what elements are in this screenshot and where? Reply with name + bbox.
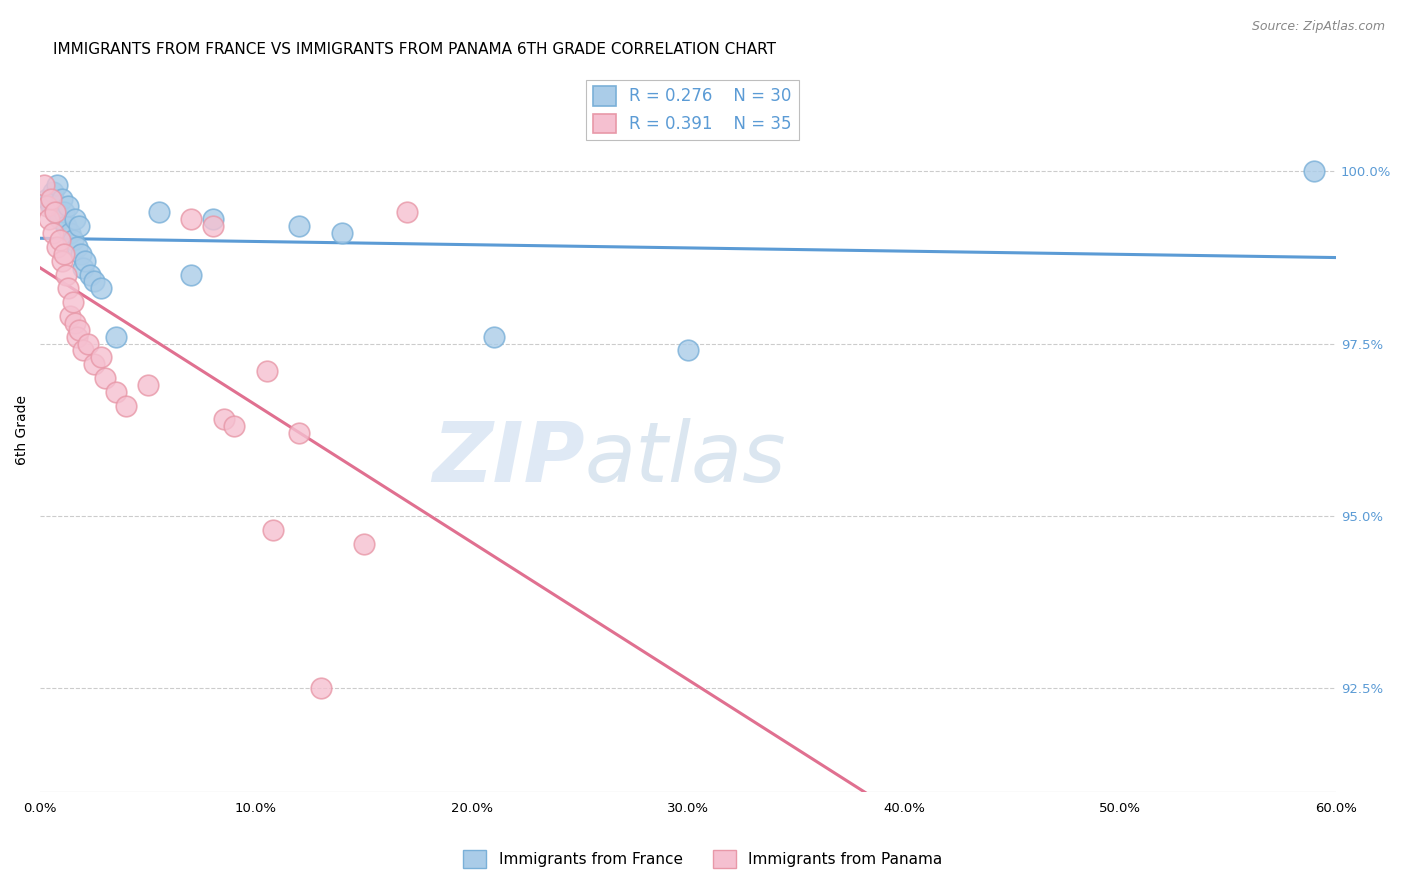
- Point: [66, 329, 89, 343]
- Point: [288, 219, 311, 234]
- Point: [288, 426, 311, 441]
- Point: [67, 219, 90, 234]
- Point: [59, 226, 82, 240]
- Point: [90, 281, 112, 295]
- Point: [90, 351, 112, 365]
- Point: [39, 192, 62, 206]
- Point: [63, 316, 86, 330]
- Point: [224, 419, 246, 434]
- Point: [35, 198, 58, 212]
- Point: [34, 178, 56, 192]
- Text: IMMIGRANTS FROM FRANCE VS IMMIGRANTS FROM PANAMA 6TH GRADE CORRELATION CHART: IMMIGRANTS FROM FRANCE VS IMMIGRANTS FRO…: [53, 42, 776, 57]
- Point: [115, 399, 138, 413]
- Point: [44, 205, 66, 219]
- Point: [55, 219, 77, 234]
- Point: [76, 336, 98, 351]
- Point: [51, 253, 73, 268]
- Point: [83, 357, 105, 371]
- Point: [52, 247, 75, 261]
- Point: [51, 192, 73, 206]
- Text: ZIP: ZIP: [432, 418, 585, 500]
- Point: [46, 240, 69, 254]
- Point: [39, 198, 62, 212]
- Point: [104, 329, 127, 343]
- Point: [256, 364, 278, 378]
- Point: [55, 268, 77, 282]
- Point: [180, 212, 202, 227]
- Point: [136, 378, 159, 392]
- Legend: Immigrants from France, Immigrants from Panama: Immigrants from France, Immigrants from …: [457, 844, 949, 873]
- Text: atlas: atlas: [585, 418, 786, 500]
- Point: [35, 192, 58, 206]
- Point: [56, 198, 79, 212]
- Point: [201, 219, 224, 234]
- Point: [79, 268, 101, 282]
- Point: [66, 240, 89, 254]
- Point: [396, 205, 419, 219]
- Point: [353, 536, 375, 550]
- Point: [72, 260, 94, 275]
- Point: [38, 212, 60, 227]
- Point: [42, 226, 65, 240]
- Point: [212, 412, 235, 426]
- Point: [46, 178, 69, 192]
- Point: [83, 275, 105, 289]
- Point: [67, 323, 90, 337]
- Point: [59, 309, 82, 323]
- Point: [42, 185, 65, 199]
- Point: [44, 205, 66, 219]
- Point: [75, 253, 97, 268]
- Point: [70, 247, 93, 261]
- Point: [52, 205, 75, 219]
- Point: [56, 281, 79, 295]
- Point: [48, 212, 70, 227]
- Point: [48, 233, 70, 247]
- Point: [201, 212, 224, 227]
- Point: [62, 233, 84, 247]
- Text: Source: ZipAtlas.com: Source: ZipAtlas.com: [1251, 20, 1385, 33]
- Point: [63, 212, 86, 227]
- Point: [309, 681, 332, 696]
- Point: [94, 371, 117, 385]
- Legend: R = 0.276    N = 30, R = 0.391    N = 35: R = 0.276 N = 30, R = 0.391 N = 35: [586, 79, 799, 140]
- Point: [72, 343, 94, 358]
- Point: [148, 205, 170, 219]
- Point: [104, 384, 127, 399]
- Point: [62, 295, 84, 310]
- Point: [1303, 164, 1326, 178]
- Point: [262, 523, 284, 537]
- Point: [676, 343, 699, 358]
- Point: [332, 226, 354, 240]
- Y-axis label: 6th Grade: 6th Grade: [15, 395, 30, 465]
- Point: [180, 268, 202, 282]
- Point: [482, 329, 505, 343]
